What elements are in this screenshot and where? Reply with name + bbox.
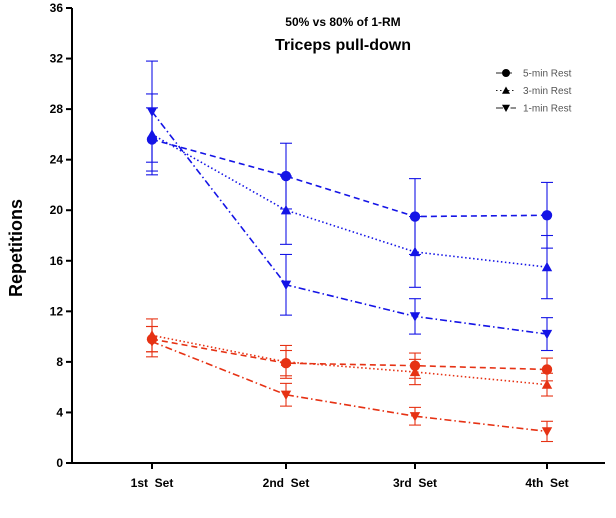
legend-marker xyxy=(502,69,510,77)
series-line xyxy=(151,133,548,268)
y-axis-label: Repetitions xyxy=(6,199,26,297)
legend-marker xyxy=(502,104,510,112)
x-tick-label: 1st Set xyxy=(131,476,174,490)
y-tick-label: 4 xyxy=(56,405,63,419)
data-point xyxy=(409,246,421,257)
data-point xyxy=(409,412,421,422)
data-point xyxy=(146,107,158,117)
x-tick-label: 3rd Set xyxy=(393,476,437,490)
legend-label: 1-min Rest xyxy=(523,104,572,115)
y-tick-label: 8 xyxy=(56,355,63,369)
chart-title: 50% vs 80% of 1-RM xyxy=(285,15,400,29)
legend: 5-min Rest 3-min Rest 1-min Rest xyxy=(496,69,572,115)
data-point xyxy=(280,280,292,290)
series-line xyxy=(151,138,548,218)
data-point xyxy=(280,390,292,400)
data-point xyxy=(541,210,553,221)
axes: 0 4 8 12 16 20 24 28 32 36 1st Set 2nd Set 3rd Set 4t… xyxy=(50,1,605,490)
series-line xyxy=(151,340,548,433)
data-point xyxy=(541,329,553,340)
data-point xyxy=(409,312,421,322)
y-tick-label: 0 xyxy=(56,456,63,470)
series-4 xyxy=(146,318,553,397)
series-line xyxy=(151,334,548,386)
legend-label: 3-min Rest xyxy=(523,86,572,97)
y-tick-label: 12 xyxy=(50,304,64,318)
legend-label: 5-min Rest xyxy=(523,69,572,80)
data-point xyxy=(409,366,421,377)
y-tick-label: 24 xyxy=(50,153,64,167)
x-tick-label: 4th Set xyxy=(525,476,568,490)
data-point xyxy=(541,379,553,389)
y-tick-label: 32 xyxy=(50,52,64,66)
series-0 xyxy=(146,107,553,256)
data-point xyxy=(280,356,292,367)
y-tick-label: 16 xyxy=(50,254,64,268)
data-point xyxy=(280,205,292,215)
chart-subtitle: Triceps pull-down xyxy=(275,37,411,54)
series-5 xyxy=(146,325,553,443)
y-tick-label: 28 xyxy=(50,102,64,116)
data-point xyxy=(541,427,553,437)
data-point xyxy=(541,261,553,272)
series-2 xyxy=(146,60,553,352)
y-tick-label: 36 xyxy=(50,1,64,15)
series-layer xyxy=(146,60,553,443)
series-line xyxy=(151,111,548,335)
legend-marker xyxy=(502,86,510,94)
y-tick-label: 20 xyxy=(50,203,64,217)
data-point xyxy=(541,364,553,375)
x-tick-label: 2nd Set xyxy=(263,476,310,490)
plot-title: 50% vs 80% of 1-RM Triceps pull-down xyxy=(275,15,411,54)
data-point xyxy=(146,337,158,347)
series-3 xyxy=(146,325,553,382)
series-line xyxy=(151,338,548,371)
